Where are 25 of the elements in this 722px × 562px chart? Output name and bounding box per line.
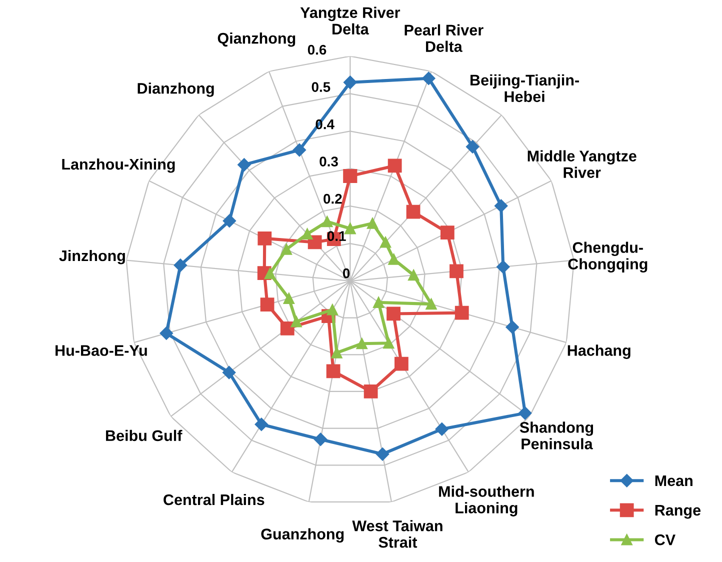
y-tick-label: 0.3 bbox=[320, 156, 338, 166]
spoke-label: Pearl River Delta bbox=[404, 24, 484, 52]
spoke-label: Qianzhong bbox=[218, 32, 296, 47]
y-tick-label: 0.6 bbox=[308, 44, 326, 55]
y-tick-label: 0.5 bbox=[312, 82, 330, 92]
legend-label: CV bbox=[654, 534, 676, 546]
spoke-label: Beibu Gulf bbox=[106, 430, 182, 442]
spoke-label: Chengdu- Chongqing bbox=[568, 242, 648, 273]
legend-label: Mean bbox=[655, 475, 692, 486]
spoke-label: Yangtze River Delta bbox=[300, 6, 400, 35]
spoke-label: Jinzhong bbox=[59, 250, 125, 264]
spoke-label: Shandong Peninsula bbox=[520, 422, 594, 450]
spoke-label: West Taiwan Strait bbox=[352, 520, 442, 548]
spoke-label: Hu-Bao-E-Yu bbox=[56, 345, 147, 356]
spoke-label: Beijing-Tianjin- Hebei bbox=[470, 74, 579, 102]
spoke-label: Central Plains bbox=[164, 494, 264, 506]
y-tick-label: 0 bbox=[342, 268, 350, 278]
spoke-label: Dianzhong bbox=[138, 82, 214, 97]
spoke-label: Mid-southern Liaoning bbox=[439, 486, 534, 516]
spoke-label: Middle Yangtze River bbox=[528, 150, 636, 178]
spoke-label: Hachang bbox=[568, 344, 630, 359]
spoke-label: Guanzhong bbox=[261, 528, 344, 543]
legend-label: Range bbox=[655, 504, 701, 519]
spoke-label: Lanzhou-Xining bbox=[62, 158, 175, 173]
y-tick-label: 0.2 bbox=[324, 194, 342, 204]
